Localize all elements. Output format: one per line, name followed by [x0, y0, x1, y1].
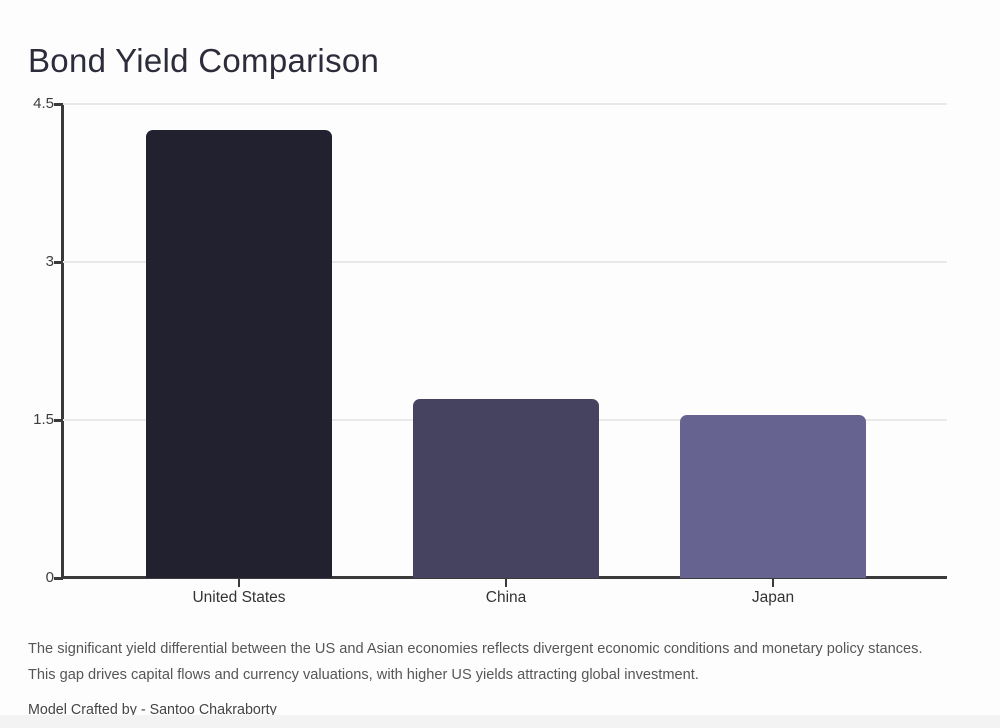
y-axis-tick-label: 3: [45, 253, 54, 270]
x-axis-category-label: China: [485, 589, 527, 606]
x-axis-tick: [505, 579, 507, 587]
gridline: [63, 261, 947, 263]
bar-united-states: [146, 130, 332, 578]
credit-line: Model Crafted by - Santoo Chakraborty: [28, 702, 277, 719]
y-axis-tick-label: 1.5: [33, 411, 54, 428]
y-axis-tick-label: 0: [45, 569, 54, 586]
y-axis-tick: [54, 419, 63, 422]
y-axis-tick: [54, 103, 63, 106]
y-axis-tick: [54, 261, 63, 264]
y-axis-tick-label: 4.5: [33, 95, 54, 112]
bar-japan: [680, 414, 866, 578]
x-axis-category-label: Japan: [751, 589, 795, 606]
x-axis-category-label: United States: [192, 589, 286, 606]
bar-chart: 0 1.5 3 4.5 United States China Japan: [33, 95, 947, 606]
bottom-strip: [0, 715, 1000, 728]
chart-title: Bond Yield Comparison: [28, 42, 380, 80]
bar-china: [413, 398, 599, 578]
gridline: [63, 103, 947, 105]
x-axis-tick: [772, 579, 774, 587]
chart-caption: The significant yield differential betwe…: [28, 640, 923, 683]
y-axis-line: [61, 103, 64, 579]
y-axis-tick: [54, 577, 63, 580]
x-axis-tick: [238, 579, 240, 587]
